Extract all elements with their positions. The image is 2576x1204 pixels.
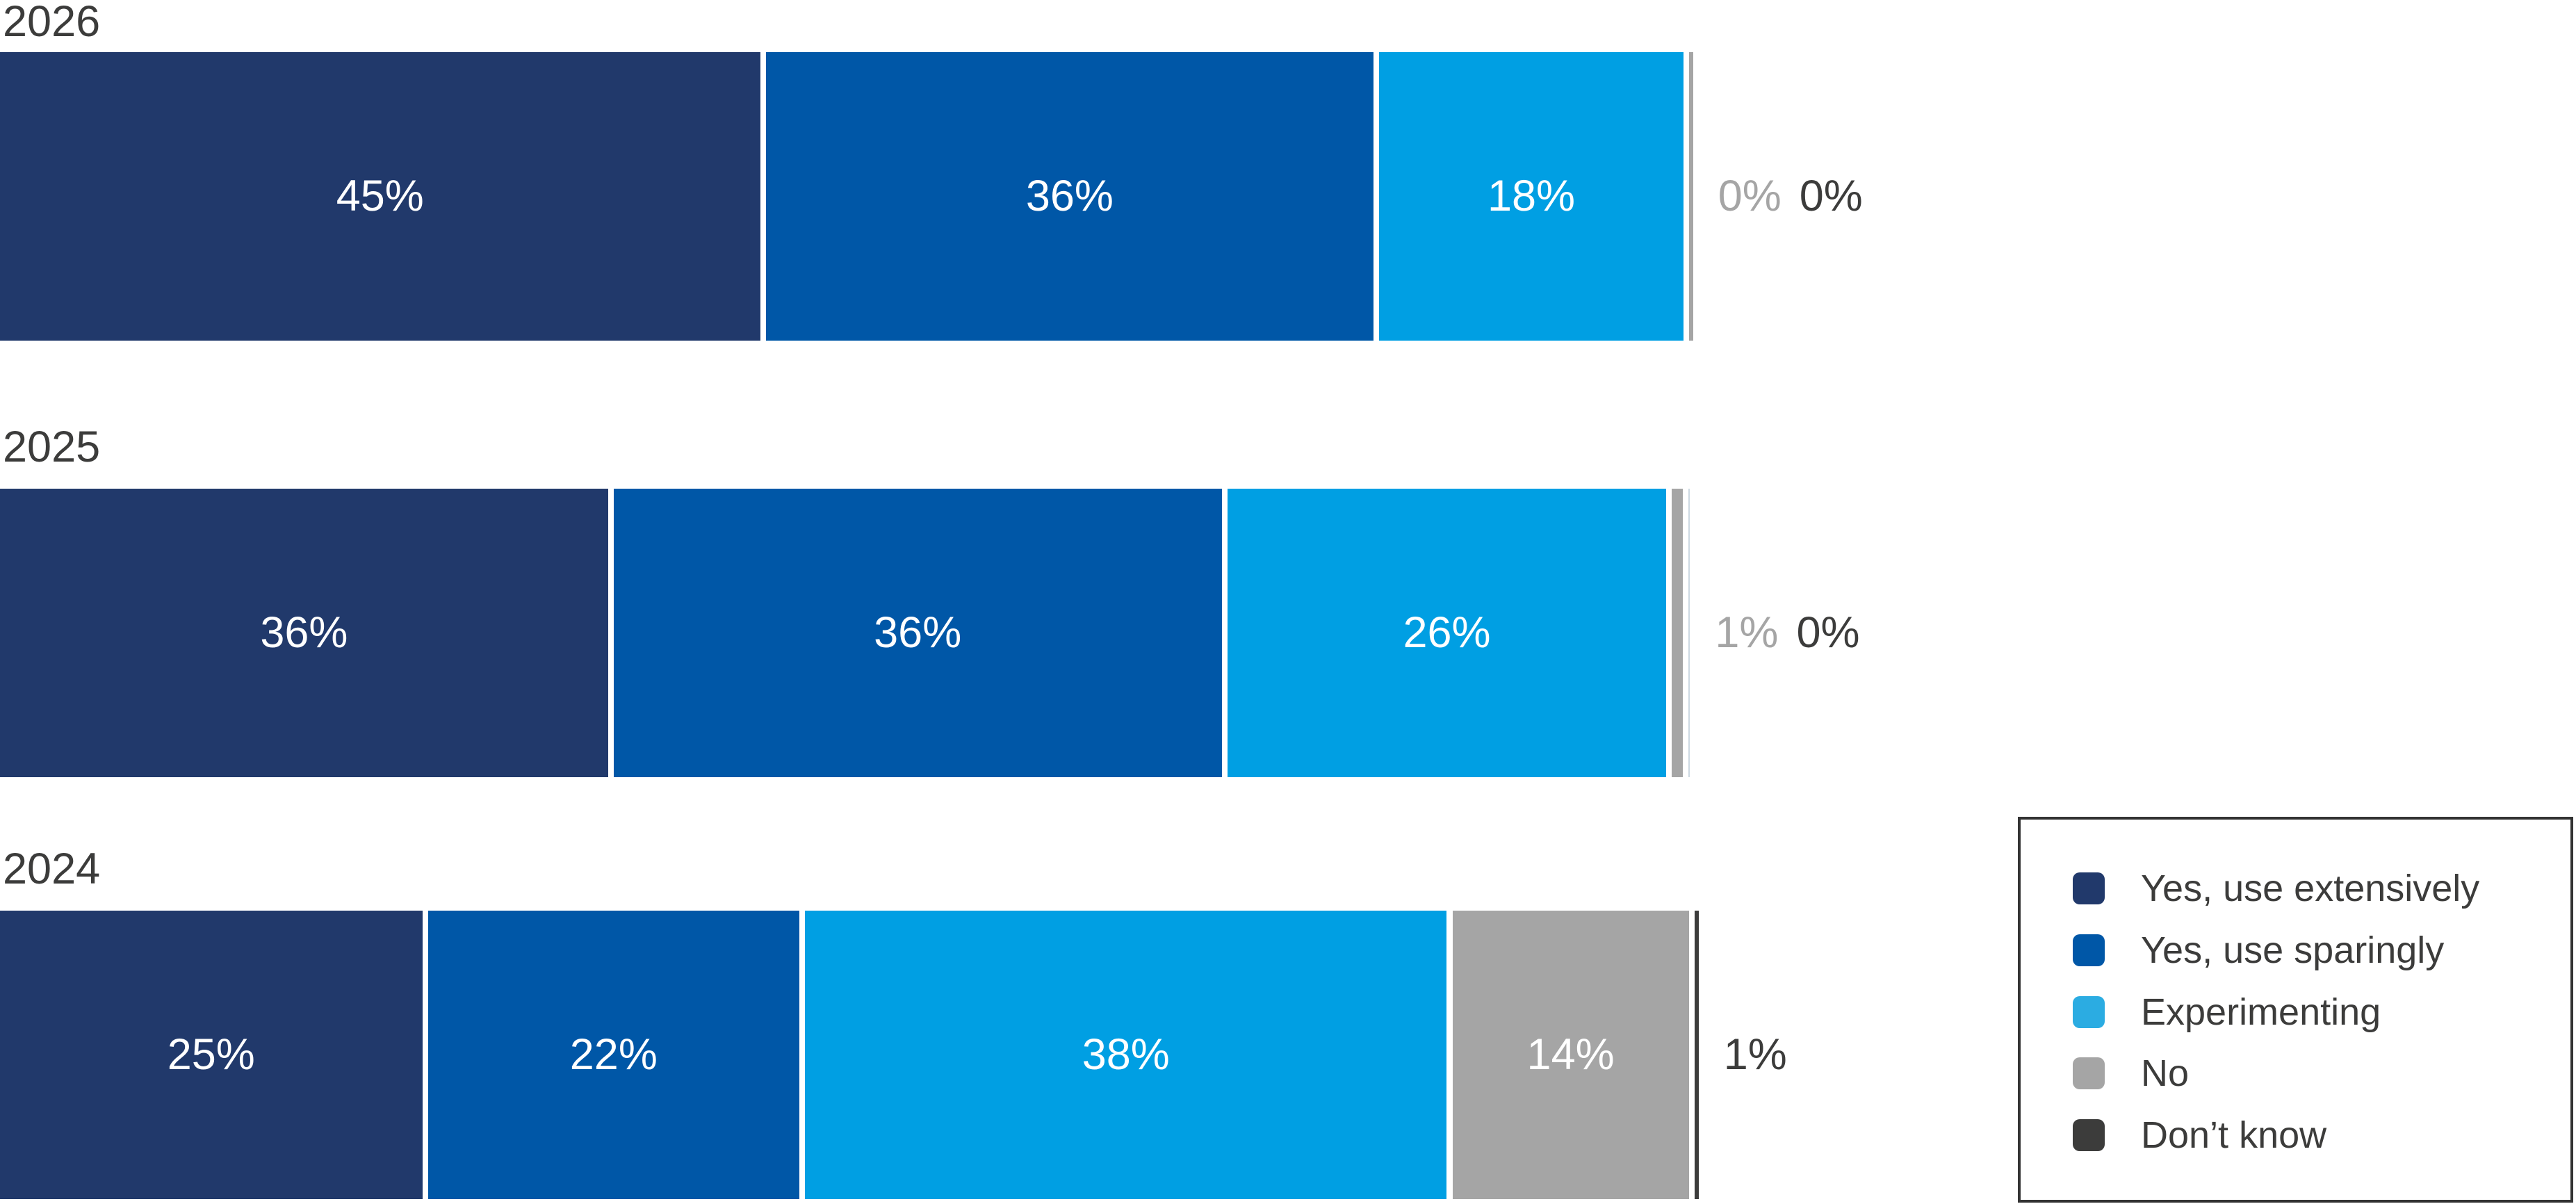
legend-item-label: Yes, use sparingly: [2141, 929, 2445, 971]
legend-swatch-icon: [2073, 872, 2105, 904]
outside-value-label: 1%: [1723, 1030, 1787, 1079]
segment-value-label: 22%: [569, 1030, 658, 1079]
outside-value-label: 0%: [1718, 172, 1782, 220]
legend-swatch-icon: [2073, 934, 2105, 966]
segment-2024-2: 22%: [427, 911, 800, 1199]
legend-item-label: No: [2141, 1052, 2190, 1094]
segment-value-label: 14%: [1526, 1030, 1615, 1079]
bar-row-2026: 45% 36% 18% 0% 0%: [0, 52, 2085, 341]
outside-labels-2026: 0% 0%: [1718, 52, 1863, 341]
segment-value-label: 26%: [1403, 608, 1491, 657]
legend-item-label: Yes, use extensively: [2141, 868, 2480, 909]
segment-2026-3: 18%: [1379, 52, 1684, 341]
bar-row-2025: 36% 36% 26% 1% 0%: [0, 489, 2085, 777]
segment-2025-3: 26%: [1227, 489, 1667, 777]
outside-labels-2024: 1%: [1724, 911, 1787, 1199]
category-label-2024: 2024: [3, 845, 101, 893]
segment-2026-2: 36%: [765, 52, 1374, 341]
segment-2025-2: 36%: [613, 489, 1222, 777]
legend-swatch-icon: [2073, 1119, 2105, 1151]
bar-row-2024: 25% 22% 38% 14% 1%: [0, 911, 2085, 1199]
segment-sliver-2024-5: [1694, 911, 1699, 1199]
segment-value-label: 18%: [1487, 172, 1576, 220]
segment-2026-1: 45%: [0, 52, 760, 341]
outside-value-label: 1%: [1715, 608, 1779, 657]
segment-2024-1: 25%: [0, 911, 423, 1199]
segment-sliver-2026-4: [1688, 52, 1693, 341]
segment-2024-4: 14%: [1452, 911, 1689, 1199]
legend-swatch-icon: [2073, 1057, 2105, 1089]
segment-value-label: 36%: [1025, 172, 1114, 220]
legend-item-1: Yes, use extensively: [2073, 868, 2480, 909]
category-label-2026: 2026: [3, 0, 101, 46]
chart-legend: Yes, use extensively Yes, use sparingly Ex…: [2018, 817, 2573, 1203]
segment-2025-1: 36%: [0, 489, 608, 777]
legend-swatch-icon: [2073, 996, 2105, 1028]
segment-value-label: 36%: [874, 608, 962, 657]
segment-value-label: 45%: [336, 172, 424, 220]
category-label-2025: 2025: [3, 423, 101, 471]
outside-labels-2025: 1% 0%: [1715, 489, 1859, 777]
legend-item-2: Yes, use sparingly: [2073, 929, 2445, 971]
segment-value-label: 36%: [260, 608, 348, 657]
legend-item-4: No: [2073, 1052, 2190, 1094]
legend-item-5: Don’t know: [2073, 1114, 2327, 1156]
segment-2024-3: 38%: [805, 911, 1447, 1199]
legend-item-3: Experimenting: [2073, 991, 2381, 1033]
segment-sliver-2025-4: [1672, 489, 1684, 777]
outside-value-label: 0%: [1799, 172, 1863, 220]
segment-sliver-2025-5: [1688, 489, 1690, 777]
segment-value-label: 38%: [1082, 1030, 1170, 1079]
legend-item-label: Don’t know: [2141, 1114, 2327, 1156]
segment-value-label: 25%: [167, 1030, 255, 1079]
legend-item-label: Experimenting: [2141, 991, 2381, 1033]
outside-value-label: 0%: [1796, 608, 1860, 657]
